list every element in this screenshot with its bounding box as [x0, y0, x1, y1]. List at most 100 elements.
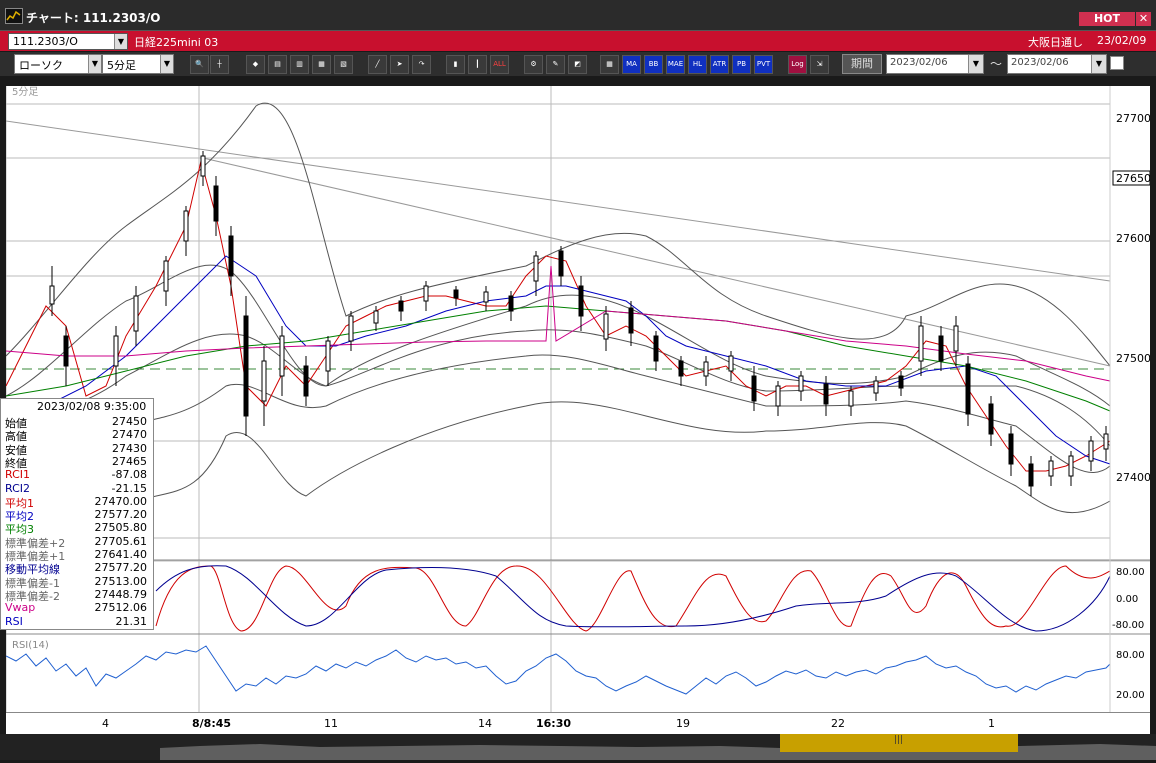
- session-label: 大阪日通し: [1028, 36, 1083, 49]
- info-row: 移動平均線 27577.20: [5, 561, 149, 576]
- info-row-value: 27641.40: [94, 548, 148, 561]
- time-label: 19: [676, 717, 690, 730]
- navigator-thumb[interactable]: |||: [780, 734, 1018, 752]
- chart-type-value: ローソク: [19, 59, 63, 72]
- chevron-down-icon[interactable]: ▼: [88, 55, 101, 73]
- color-icon[interactable]: ◩: [568, 55, 587, 74]
- rsi-title: RSI(14): [12, 640, 49, 651]
- info-row-value: -21.15: [111, 481, 147, 495]
- interval-select[interactable]: 5分足 ▼: [102, 54, 174, 74]
- info-row-label: 平均3: [5, 523, 34, 537]
- pvt-button[interactable]: PVT: [754, 55, 773, 74]
- pointer-icon[interactable]: ➤: [390, 55, 409, 74]
- time-label: 14: [478, 717, 492, 730]
- hl-button[interactable]: HL: [688, 55, 707, 74]
- osc-axis: 80.00 0.00 -80.00: [1112, 567, 1145, 631]
- rci2-line: [155, 565, 1111, 632]
- info-row-label: RCI2: [5, 481, 31, 495]
- export-icon[interactable]: ⇲: [810, 55, 829, 74]
- time-label: 1: [988, 717, 995, 730]
- rsi-label: 80.00: [1116, 650, 1145, 661]
- price-label: 27700: [1116, 112, 1150, 125]
- candle-icon[interactable]: ▮: [446, 55, 465, 74]
- chevron-down-icon[interactable]: ▼: [1091, 55, 1106, 73]
- price-chart[interactable]: 5分足: [6, 86, 1150, 712]
- info-row: 平均1 27470.00: [5, 495, 149, 510]
- info-row-value: 27465: [112, 454, 147, 468]
- interval-label: 5分足: [12, 86, 38, 98]
- redo-icon[interactable]: ↷: [412, 55, 431, 74]
- close-button[interactable]: ✕: [1136, 12, 1151, 26]
- draw-line-icon[interactable]: ╱: [368, 55, 387, 74]
- chevron-down-icon[interactable]: ▼: [114, 34, 127, 49]
- end-date-checkbox[interactable]: [1110, 56, 1124, 70]
- date-to-value: 2023/02/06: [1011, 57, 1069, 68]
- chevron-down-icon[interactable]: ▼: [160, 55, 173, 73]
- ma-button[interactable]: MA: [622, 55, 641, 74]
- info-row: Vwap 27512.06: [5, 601, 149, 614]
- chart-type-select[interactable]: ローソク ▼: [14, 54, 102, 74]
- bar-icon[interactable]: ┃: [468, 55, 487, 74]
- info-row: 平均3 27505.80: [5, 521, 149, 537]
- tool-2-icon[interactable]: ▤: [268, 55, 287, 74]
- info-row: 平均2 27577.20: [5, 508, 149, 524]
- info-bar: [0, 31, 1156, 51]
- info-row: 終値 27465: [5, 454, 149, 470]
- info-row-value: 21.31: [115, 614, 148, 628]
- tool-3-icon[interactable]: ▥: [290, 55, 309, 74]
- brush-icon[interactable]: ✎: [546, 55, 565, 74]
- log-button[interactable]: Log: [788, 55, 807, 74]
- info-row-label: Vwap: [5, 601, 36, 615]
- instrument-name: 日経225mini 03: [134, 36, 219, 49]
- info-row-label: 平均2: [5, 510, 34, 524]
- crosshair-icon[interactable]: ┼: [210, 55, 229, 74]
- price-axis: 27700 27600 27500 27400: [1116, 112, 1150, 484]
- info-row-value: 27705.61: [94, 534, 148, 548]
- info-row: 標準偏差+1 27641.40: [5, 548, 149, 563]
- bb-button[interactable]: BB: [644, 55, 663, 74]
- osc-label: 80.00: [1116, 567, 1145, 578]
- range-separator: ～: [990, 57, 1003, 71]
- current-price-value: 27650: [1116, 172, 1150, 185]
- info-row: 安値 27430: [5, 442, 149, 457]
- info-row-label: RCI1: [5, 468, 31, 482]
- time-label: 4: [102, 717, 109, 730]
- pb-button[interactable]: PB: [732, 55, 751, 74]
- calendar-icon[interactable]: ▼: [968, 55, 983, 73]
- info-row: RCI1 -87.08: [5, 468, 149, 481]
- date-from-field[interactable]: 2023/02/06 ▼: [886, 54, 984, 74]
- interval-value: 5分足: [107, 59, 136, 72]
- date-to-field[interactable]: 2023/02/06 ▼: [1007, 54, 1107, 74]
- trend-lines: [6, 120, 1111, 367]
- price-label: 27600: [1116, 232, 1150, 245]
- price-label: 27400: [1116, 471, 1150, 484]
- data-info-panel: 2023/02/08 9:35:00 始値 27450 高値 27470 安値 27430…: [0, 398, 154, 630]
- time-axis: 4 8/8:45 11 14 16:30 19 22 1: [6, 712, 1150, 735]
- atr-button[interactable]: ATR: [710, 55, 729, 74]
- tool-1-icon[interactable]: ◆: [246, 55, 265, 74]
- info-row-value: 27450: [112, 415, 147, 428]
- tool-4-icon[interactable]: ▦: [312, 55, 331, 74]
- tool-5-icon[interactable]: ▧: [334, 55, 353, 74]
- info-row-label: 高値: [5, 430, 27, 444]
- all-button[interactable]: ALL: [490, 55, 509, 74]
- chart-app-icon: [5, 8, 23, 24]
- candlesticks: [49, 151, 1109, 496]
- info-row-value: 27577.20: [94, 508, 148, 522]
- hot-button[interactable]: HOT: [1079, 12, 1135, 26]
- title-bar: [0, 0, 1156, 31]
- current-price-marker: [1112, 170, 1150, 186]
- mae-button[interactable]: MAE: [666, 55, 685, 74]
- info-row-label: 平均1: [5, 496, 34, 510]
- symbol-combo[interactable]: 111.2303/O ▼: [8, 33, 128, 50]
- rsi-axis: 80.00 20.00: [1116, 650, 1145, 701]
- settings-icon[interactable]: ⚙: [524, 55, 543, 74]
- info-row-label: 終値: [5, 456, 27, 470]
- info-row-label: 標準偏差-2: [5, 589, 60, 603]
- info-row-label: 標準偏差+1: [5, 550, 66, 563]
- ma2-line: [6, 255, 1111, 465]
- info-row: 始値 27450: [5, 415, 149, 430]
- indicator-1-icon[interactable]: ▦: [600, 55, 619, 74]
- period-button[interactable]: 期間: [842, 54, 882, 74]
- zoom-icon[interactable]: 🔍: [190, 55, 209, 74]
